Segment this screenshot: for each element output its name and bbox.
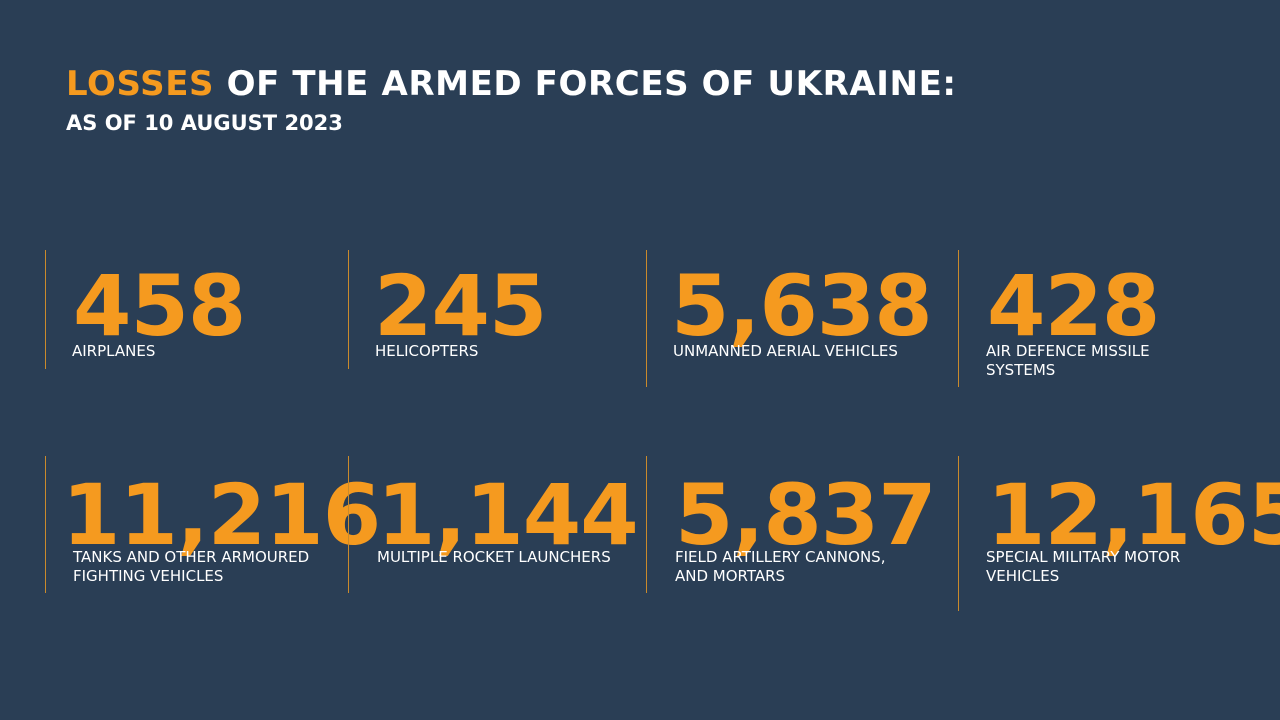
stat-label: AIR DEFENCE MISSILE SYSTEMS — [986, 342, 1150, 379]
page-subtitle: AS OF 10 AUGUST 2023 — [66, 111, 343, 135]
stat-value: 428 — [987, 257, 1160, 355]
page-title: LOSSES OF THE ARMED FORCES OF UKRAINE: — [66, 64, 957, 104]
stat-air-defence-missile-systems: 428 AIR DEFENCE MISSILE SYSTEMS — [958, 250, 1219, 387]
stat-field-artillery: 5,837 FIELD ARTILLERY CANNONS, AND MORTA… — [646, 456, 937, 593]
stat-label: SPECIAL MILITARY MOTOR VEHICLES — [986, 548, 1181, 585]
stat-helicopters: 245 HELICOPTERS — [348, 250, 599, 369]
title-rest: OF THE ARMED FORCES OF UKRAINE: — [226, 64, 957, 104]
stat-value: 1,144 — [377, 466, 639, 564]
stat-unmanned-aerial-vehicles: 5,638 UNMANNED AERIAL VEHICLES — [646, 250, 937, 387]
stat-airplanes: 458 AIRPLANES — [45, 250, 296, 369]
stat-label: AIRPLANES — [72, 342, 156, 360]
stat-label: TANKS AND OTHER ARMOURED FIGHTING VEHICL… — [73, 548, 310, 585]
header: LOSSES OF THE ARMED FORCES OF UKRAINE: A… — [66, 64, 957, 136]
title-accent: LOSSES — [66, 64, 215, 104]
stat-value: 5,837 — [675, 466, 937, 564]
stat-label: UNMANNED AERIAL VEHICLES — [673, 342, 898, 360]
stat-value: 5,638 — [671, 257, 933, 355]
stat-special-military-motor-vehicles: 12,165 SPECIAL MILITARY MOTOR VEHICLES — [958, 456, 1280, 611]
stat-value: 11,216 — [62, 466, 381, 564]
stat-tanks: 11,216 TANKS AND OTHER ARMOURED FIGHTING… — [45, 456, 381, 593]
stat-value: 245 — [374, 257, 547, 355]
stat-label: HELICOPTERS — [375, 342, 479, 360]
stat-multiple-rocket-launchers: 1,144 MULTIPLE ROCKET LAUNCHERS — [348, 456, 639, 593]
stat-value: 12,165 — [987, 466, 1280, 564]
stat-value: 458 — [73, 257, 246, 355]
stat-label: FIELD ARTILLERY CANNONS, AND MORTARS — [675, 548, 886, 585]
stat-label: MULTIPLE ROCKET LAUNCHERS — [377, 548, 611, 566]
